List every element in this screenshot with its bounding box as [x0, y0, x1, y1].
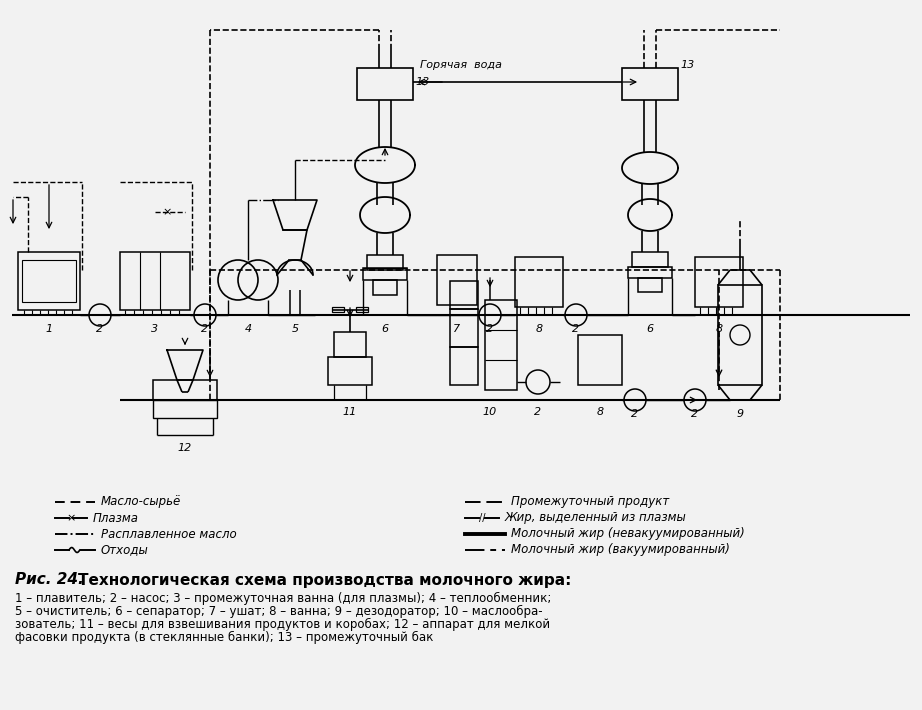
- Text: 9: 9: [737, 409, 743, 419]
- Text: 8: 8: [597, 407, 604, 417]
- Text: 2: 2: [487, 324, 493, 334]
- Text: 2: 2: [535, 407, 541, 417]
- Text: 3: 3: [151, 324, 159, 334]
- Bar: [367, 255, 403, 270]
- Text: Промежуточный продукт: Промежуточный продукт: [511, 496, 669, 508]
- Text: Молочный жир (вакуумированный): Молочный жир (вакуумированный): [511, 543, 730, 557]
- Bar: [153, 400, 217, 418]
- Bar: [450, 309, 478, 347]
- Text: 4: 4: [244, 324, 252, 334]
- Bar: [628, 267, 672, 278]
- Text: 2: 2: [201, 324, 208, 334]
- Text: 2: 2: [692, 409, 699, 419]
- Bar: [18, 252, 80, 310]
- Text: 1 – плавитель; 2 – насос; 3 – промежуточная ванна (для плазмы); 4 – теплообменни: 1 – плавитель; 2 – насос; 3 – промежуточ…: [15, 591, 551, 604]
- Text: 10: 10: [483, 407, 497, 417]
- Bar: [120, 252, 190, 310]
- Text: Горячая  вода: Горячая вода: [420, 60, 502, 70]
- Text: ×: ×: [66, 513, 76, 523]
- Bar: [622, 68, 678, 100]
- Text: Технологическая схема производства молочного жира:: Технологическая схема производства молоч…: [78, 572, 572, 587]
- Text: зователь; 11 – весы для взвешивания продуктов и коробах; 12 – аппарат для мелкой: зователь; 11 – весы для взвешивания прод…: [15, 618, 550, 630]
- Bar: [22, 260, 76, 302]
- Text: Масло-сырьё: Масло-сырьё: [101, 496, 182, 508]
- Text: Жир, выделенный из плазмы: Жир, выделенный из плазмы: [505, 511, 687, 525]
- Bar: [450, 347, 478, 385]
- Text: 5: 5: [291, 324, 299, 334]
- Text: 2: 2: [573, 324, 580, 334]
- Text: фасовки продукта (в стеклянные банки); 13 – промежуточный бак: фасовки продукта (в стеклянные банки); 1…: [15, 630, 433, 643]
- Bar: [515, 257, 563, 307]
- Text: Плазма: Плазма: [93, 511, 139, 525]
- Bar: [437, 255, 477, 305]
- Text: Молочный жир (невакуумированный): Молочный жир (невакуумированный): [511, 528, 745, 540]
- Bar: [328, 357, 372, 385]
- Bar: [695, 257, 743, 307]
- Text: 1: 1: [45, 324, 53, 334]
- Bar: [363, 268, 407, 280]
- Bar: [485, 300, 517, 390]
- Bar: [578, 335, 622, 385]
- Text: 5 – очиститель; 6 – сепаратор; 7 – ушат; 8 – ванна; 9 – дезодоратор; 10 – маслоо: 5 – очиститель; 6 – сепаратор; 7 – ушат;…: [15, 604, 543, 618]
- Bar: [334, 332, 366, 357]
- Text: Рис. 24.: Рис. 24.: [15, 572, 84, 587]
- Bar: [450, 281, 478, 309]
- Text: 2: 2: [97, 324, 103, 334]
- Bar: [332, 307, 344, 312]
- Bar: [718, 285, 762, 385]
- Text: 13: 13: [680, 60, 694, 70]
- Bar: [356, 307, 368, 312]
- Text: 2: 2: [632, 409, 639, 419]
- Text: //: //: [479, 513, 485, 523]
- Text: 12: 12: [178, 443, 192, 453]
- Text: ×: ×: [162, 207, 171, 217]
- Bar: [632, 252, 668, 267]
- Bar: [638, 278, 662, 292]
- Bar: [153, 380, 217, 400]
- Bar: [357, 68, 413, 100]
- Text: 6: 6: [382, 324, 388, 334]
- Text: 7: 7: [454, 324, 461, 334]
- Text: 8: 8: [536, 324, 542, 334]
- Text: 6: 6: [646, 324, 654, 334]
- Text: Расплавленное масло: Расплавленное масло: [101, 528, 237, 540]
- Text: Отходы: Отходы: [101, 543, 148, 557]
- Text: 13: 13: [415, 77, 430, 87]
- Bar: [373, 280, 397, 295]
- Text: 11: 11: [343, 407, 357, 417]
- Text: 8: 8: [715, 324, 723, 334]
